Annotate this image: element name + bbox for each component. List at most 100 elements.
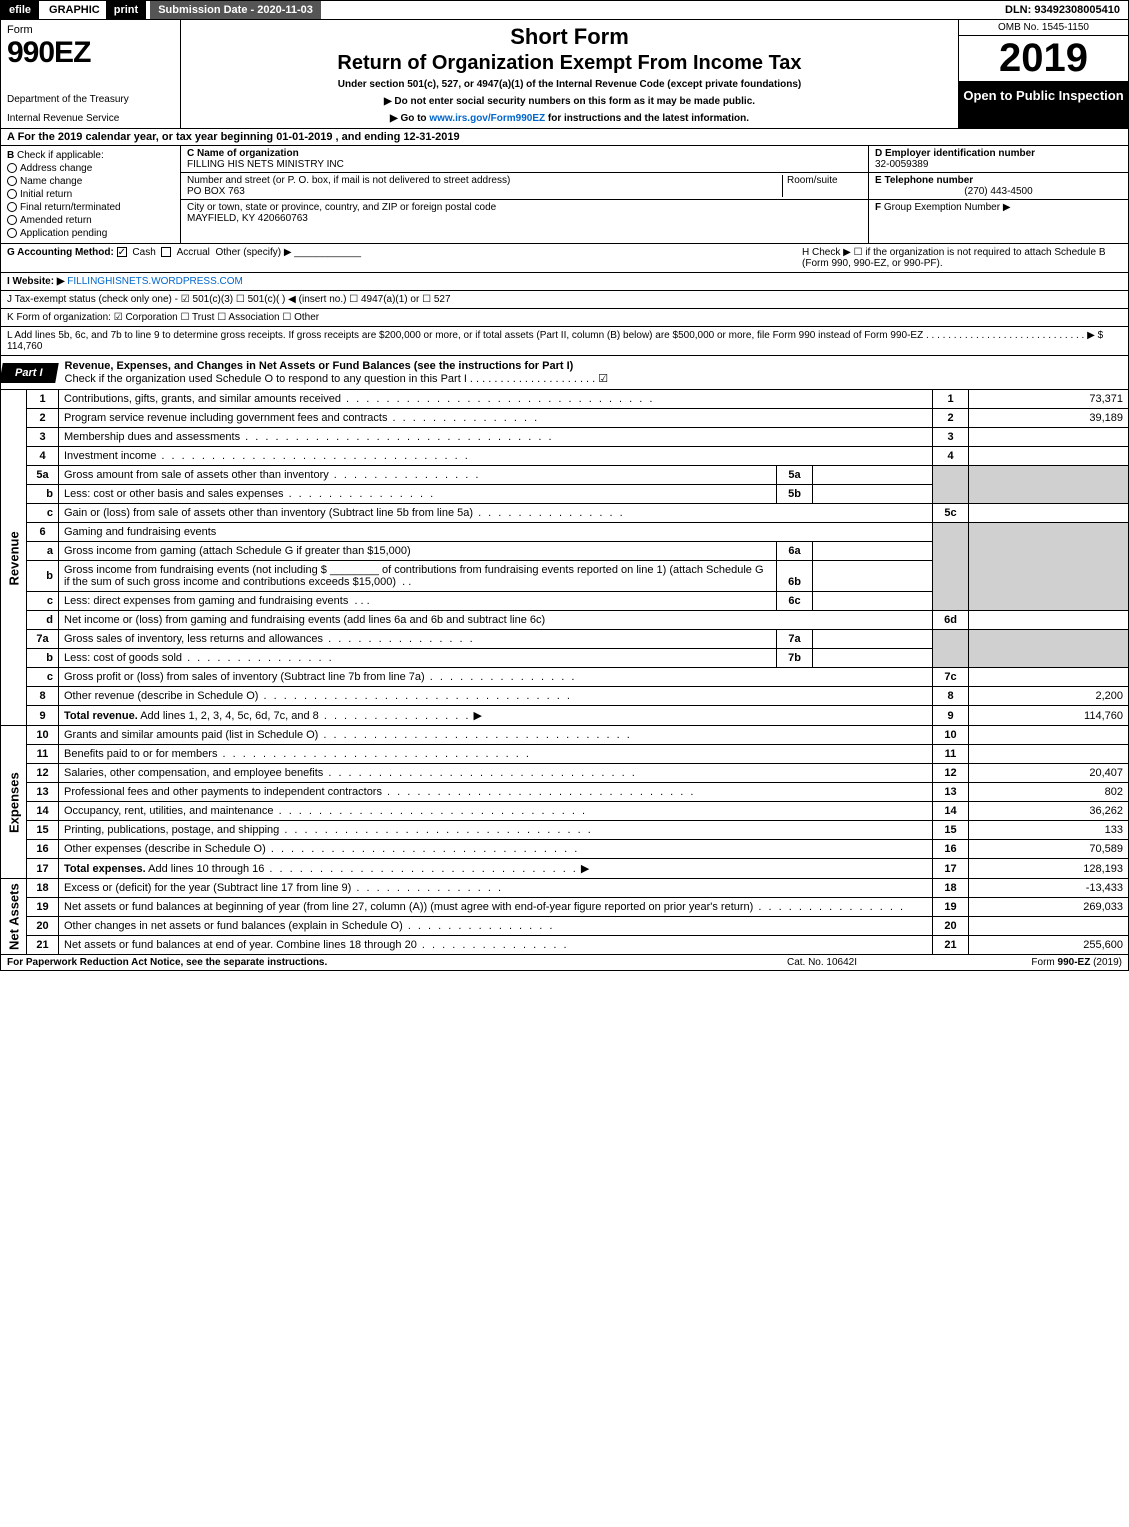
line-18-desc: Excess or (deficit) for the year (Subtra… xyxy=(59,879,933,898)
line-6c-no: c xyxy=(27,592,59,611)
line-2-nc: 2 xyxy=(933,409,969,428)
lbl-cash: Cash xyxy=(132,247,155,258)
header-right: OMB No. 1545-1150 2019 Open to Public In… xyxy=(958,20,1128,128)
line-7a-ml: 7a xyxy=(777,630,813,649)
line-6a-mv xyxy=(813,542,933,561)
ein-label: D Employer identification number xyxy=(875,148,1122,159)
form-label: Form xyxy=(7,24,174,36)
chk-address-change[interactable] xyxy=(7,163,17,173)
org-name: FILLING HIS NETS MINISTRY INC xyxy=(187,159,862,170)
line-11-desc: Benefits paid to or for members xyxy=(59,745,933,764)
line-16-nc: 16 xyxy=(933,840,969,859)
line-14-desc: Occupancy, rent, utilities, and maintena… xyxy=(59,802,933,821)
website-link[interactable]: FILLINGHISNETS.WORDPRESS.COM xyxy=(67,276,243,287)
goto-note: ▶ Go to www.irs.gov/Form990EZ for instru… xyxy=(191,113,948,124)
phone-label: E Telephone number xyxy=(875,175,1122,186)
line-17-nc: 17 xyxy=(933,859,969,879)
line-21-no: 21 xyxy=(27,936,59,955)
line-15-val: 133 xyxy=(969,821,1129,840)
line-6b-ml: 6b xyxy=(777,561,813,592)
dept-label: Department of the Treasury xyxy=(7,94,174,105)
b-label: B xyxy=(7,150,14,161)
netassets-label: Net Assets xyxy=(1,879,27,955)
line-5b-mv xyxy=(813,485,933,504)
line-21-val: 255,600 xyxy=(969,936,1129,955)
line-6d-val xyxy=(969,611,1129,630)
line-1-nc: 1 xyxy=(933,390,969,409)
footer-left: For Paperwork Reduction Act Notice, see … xyxy=(7,957,722,968)
part-i-header: Part I Revenue, Expenses, and Changes in… xyxy=(0,356,1129,390)
line-12-no: 12 xyxy=(27,764,59,783)
short-form-title: Short Form xyxy=(191,24,948,50)
line-5a-mv xyxy=(813,466,933,485)
line-1-desc: Contributions, gifts, grants, and simila… xyxy=(59,390,933,409)
line-19-val: 269,033 xyxy=(969,898,1129,917)
line-5a-desc: Gross amount from sale of assets other t… xyxy=(59,466,777,485)
line-8-nc: 8 xyxy=(933,687,969,706)
section-j: J Tax-exempt status (check only one) - ☑… xyxy=(0,291,1129,309)
line-4-val xyxy=(969,447,1129,466)
efile-button[interactable]: efile xyxy=(1,1,39,19)
line-14-no: 14 xyxy=(27,802,59,821)
line-2-no: 2 xyxy=(27,409,59,428)
line-13-desc: Professional fees and other payments to … xyxy=(59,783,933,802)
footer-right: Form 990-EZ (2019) xyxy=(922,957,1122,968)
line-1-val: 73,371 xyxy=(969,390,1129,409)
revenue-label: Revenue xyxy=(1,390,27,726)
chk-name-change[interactable] xyxy=(7,176,17,186)
chk-amended-return[interactable] xyxy=(7,215,17,225)
line-15-no: 15 xyxy=(27,821,59,840)
lbl-final-return: Final return/terminated xyxy=(20,202,121,213)
line-8-no: 8 xyxy=(27,687,59,706)
line-20-nc: 20 xyxy=(933,917,969,936)
irs-link[interactable]: www.irs.gov/Form990EZ xyxy=(429,113,545,124)
line-5c-no: c xyxy=(27,504,59,523)
chk-accrual[interactable] xyxy=(161,247,171,257)
line-7a-no: 7a xyxy=(27,630,59,649)
line-7c-no: c xyxy=(27,668,59,687)
line-3-no: 3 xyxy=(27,428,59,447)
return-title: Return of Organization Exempt From Incom… xyxy=(191,52,948,75)
chk-initial-return[interactable] xyxy=(7,189,17,199)
line-21-desc: Net assets or fund balances at end of ye… xyxy=(59,936,933,955)
graphic-label: GRAPHIC xyxy=(43,1,106,19)
line-19-nc: 19 xyxy=(933,898,969,917)
shade-5ab-v xyxy=(969,466,1129,504)
line-1-no: 1 xyxy=(27,390,59,409)
line-20-no: 20 xyxy=(27,917,59,936)
group-exemption-label: F Group Exemption Number ▶ xyxy=(875,202,1122,213)
section-g-h: G Accounting Method: Cash Accrual Other … xyxy=(0,244,1129,273)
line-6c-mv xyxy=(813,592,933,611)
line-18-no: 18 xyxy=(27,879,59,898)
line-6c-ml: 6c xyxy=(777,592,813,611)
line-6a-no: a xyxy=(27,542,59,561)
section-def: D Employer identification number 32-0059… xyxy=(868,146,1128,243)
header-center: Short Form Return of Organization Exempt… xyxy=(181,20,958,128)
page-footer: For Paperwork Reduction Act Notice, see … xyxy=(0,955,1129,971)
chk-cash[interactable] xyxy=(117,247,127,257)
under-section: Under section 501(c), 527, or 4947(a)(1)… xyxy=(191,79,948,90)
line-21-nc: 21 xyxy=(933,936,969,955)
line-5c-desc: Gain or (loss) from sale of assets other… xyxy=(59,504,933,523)
print-button[interactable]: print xyxy=(106,1,146,19)
line-6b-no: b xyxy=(27,561,59,592)
section-i: I Website: ▶ FILLINGHISNETS.WORDPRESS.CO… xyxy=(0,273,1129,291)
line-6c-desc: Less: direct expenses from gaming and fu… xyxy=(59,592,777,611)
line-8-val: 2,200 xyxy=(969,687,1129,706)
chk-application-pending[interactable] xyxy=(7,228,17,238)
chk-final-return[interactable] xyxy=(7,202,17,212)
line-6d-desc: Net income or (loss) from gaming and fun… xyxy=(59,611,933,630)
line-18-val: -13,433 xyxy=(969,879,1129,898)
ein-value: 32-0059389 xyxy=(875,159,1122,170)
city-value: MAYFIELD, KY 420660763 xyxy=(187,213,862,224)
line-6d-no: d xyxy=(27,611,59,630)
line-13-val: 802 xyxy=(969,783,1129,802)
line-14-nc: 14 xyxy=(933,802,969,821)
header-left: Form 990EZ Department of the Treasury In… xyxy=(1,20,181,128)
line-7c-desc: Gross profit or (loss) from sales of inv… xyxy=(59,668,933,687)
line-9-nc: 9 xyxy=(933,706,969,726)
line-16-no: 16 xyxy=(27,840,59,859)
lbl-name-change: Name change xyxy=(20,176,82,187)
lbl-address-change: Address change xyxy=(20,163,92,174)
tax-year: 2019 xyxy=(959,36,1128,82)
